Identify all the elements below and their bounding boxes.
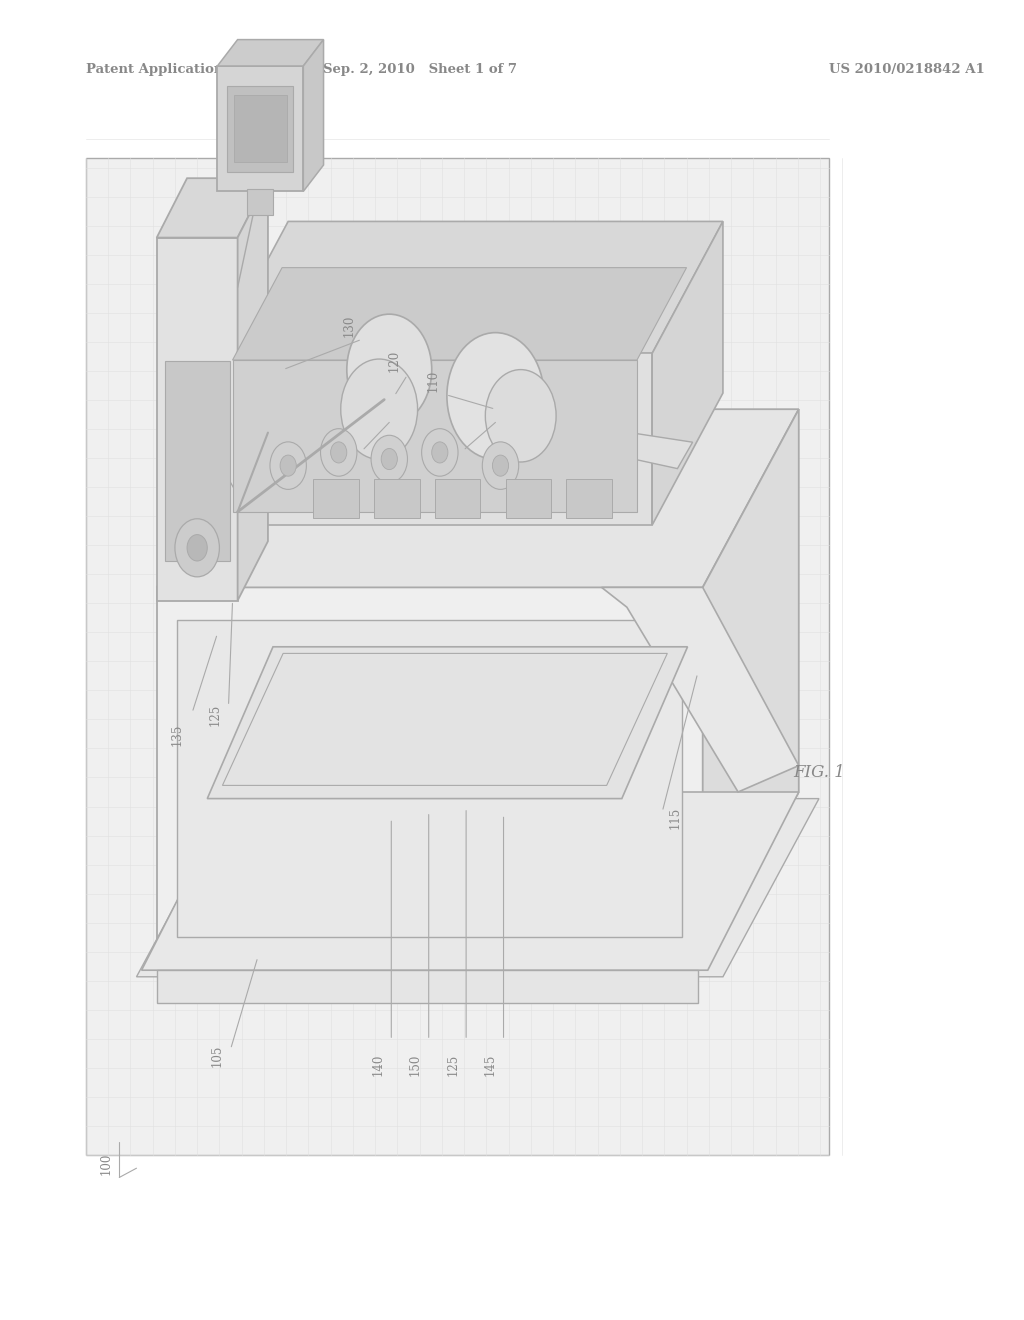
Circle shape bbox=[175, 519, 219, 577]
Bar bbox=[233, 95, 287, 162]
Polygon shape bbox=[157, 970, 697, 1003]
Text: 130: 130 bbox=[342, 314, 355, 337]
Polygon shape bbox=[652, 222, 723, 525]
Bar bbox=[227, 86, 293, 172]
Polygon shape bbox=[602, 587, 799, 792]
Polygon shape bbox=[587, 429, 692, 469]
Polygon shape bbox=[207, 647, 687, 799]
Ellipse shape bbox=[354, 363, 415, 416]
Circle shape bbox=[381, 449, 397, 470]
Text: 100: 100 bbox=[99, 1152, 113, 1175]
Circle shape bbox=[493, 455, 509, 477]
Circle shape bbox=[482, 442, 519, 490]
Bar bbox=[177, 620, 682, 937]
Text: 125: 125 bbox=[209, 704, 222, 726]
Bar bbox=[374, 479, 420, 519]
Polygon shape bbox=[303, 40, 324, 191]
Circle shape bbox=[341, 359, 418, 459]
Circle shape bbox=[187, 535, 207, 561]
Text: 135: 135 bbox=[170, 723, 183, 746]
Text: US 2010/0218842 A1: US 2010/0218842 A1 bbox=[829, 63, 985, 77]
Polygon shape bbox=[136, 799, 819, 977]
Text: 145: 145 bbox=[484, 1053, 497, 1076]
Text: 140: 140 bbox=[372, 1053, 385, 1076]
Bar bbox=[435, 479, 480, 519]
Circle shape bbox=[321, 429, 357, 477]
Polygon shape bbox=[217, 354, 652, 525]
Bar bbox=[313, 479, 359, 519]
Polygon shape bbox=[157, 238, 238, 601]
Polygon shape bbox=[217, 222, 723, 354]
Polygon shape bbox=[217, 40, 324, 66]
Text: FIG. 1: FIG. 1 bbox=[793, 764, 845, 780]
Circle shape bbox=[432, 442, 447, 463]
Bar bbox=[86, 158, 829, 1155]
Text: 150: 150 bbox=[409, 1053, 422, 1076]
Text: Sep. 2, 2010   Sheet 1 of 7: Sep. 2, 2010 Sheet 1 of 7 bbox=[323, 63, 516, 77]
Bar bbox=[165, 362, 229, 561]
Polygon shape bbox=[232, 360, 637, 512]
Bar bbox=[248, 189, 273, 215]
Circle shape bbox=[485, 370, 556, 462]
Polygon shape bbox=[157, 178, 268, 238]
Text: 110: 110 bbox=[426, 370, 439, 392]
Circle shape bbox=[281, 455, 296, 477]
Text: Patent Application Publication: Patent Application Publication bbox=[86, 63, 312, 77]
Polygon shape bbox=[238, 178, 268, 601]
Ellipse shape bbox=[513, 385, 609, 458]
Text: 115: 115 bbox=[669, 807, 682, 829]
Text: 120: 120 bbox=[388, 350, 400, 372]
Circle shape bbox=[446, 333, 544, 459]
Polygon shape bbox=[157, 409, 799, 587]
Text: 125: 125 bbox=[446, 1053, 460, 1076]
Polygon shape bbox=[232, 268, 686, 360]
Text: 105: 105 bbox=[211, 1044, 224, 1067]
Circle shape bbox=[422, 429, 458, 477]
Bar bbox=[566, 479, 611, 519]
Circle shape bbox=[371, 436, 408, 483]
Polygon shape bbox=[702, 409, 799, 970]
Bar bbox=[506, 479, 551, 519]
Polygon shape bbox=[141, 792, 799, 970]
Circle shape bbox=[347, 314, 432, 425]
Polygon shape bbox=[217, 66, 303, 191]
Polygon shape bbox=[157, 587, 702, 970]
Circle shape bbox=[270, 442, 306, 490]
Circle shape bbox=[331, 442, 347, 463]
